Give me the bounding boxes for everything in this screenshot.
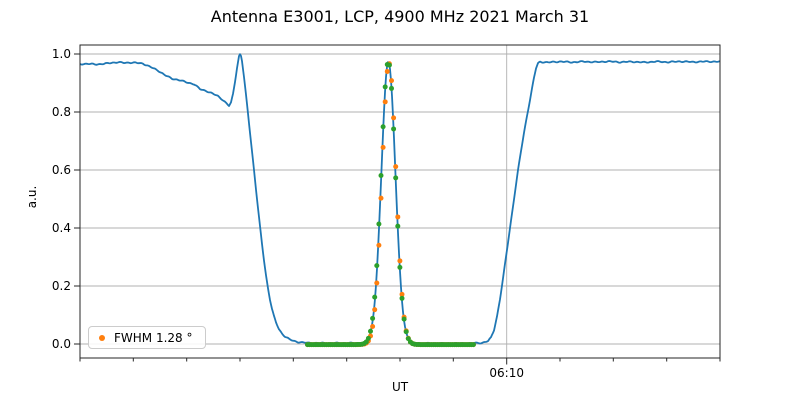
measured-point	[391, 115, 397, 121]
fit-point	[376, 221, 382, 227]
x-tick-label: 06:10	[489, 366, 524, 380]
fit-point	[393, 175, 399, 181]
fit-point	[399, 295, 405, 301]
fit-point	[401, 316, 407, 322]
measured-point	[389, 78, 394, 84]
measured-point	[380, 144, 386, 150]
y-tick-label: 0.6	[52, 163, 71, 177]
x-axis-label: UT	[391, 380, 409, 394]
y-tick-label: 1.0	[52, 47, 71, 61]
measured-point	[395, 214, 401, 220]
y-tick-label: 0.4	[52, 221, 71, 235]
y-tick-label: 0.0	[52, 337, 71, 351]
fit-point	[403, 329, 409, 335]
fit-point	[370, 315, 376, 321]
plot-border	[79, 44, 721, 359]
legend-label: FWHM 1.28 °	[114, 330, 193, 345]
fit-point	[386, 62, 392, 68]
measured-point	[370, 324, 376, 329]
measured-point	[393, 164, 399, 170]
measured-point	[397, 258, 403, 264]
fit-point	[365, 335, 371, 341]
y-tick-label: 0.8	[52, 105, 71, 119]
fit-point	[372, 294, 378, 300]
fit-point	[380, 124, 386, 130]
legend-box: FWHM 1.28 °	[88, 326, 206, 349]
chart-title: Antenna E3001, LCP, 4900 MHz 2021 March …	[210, 7, 590, 26]
fit-point	[382, 84, 388, 90]
fit-point	[378, 172, 384, 178]
measured-point	[378, 195, 384, 201]
fit-point	[389, 85, 394, 91]
measured-point	[399, 291, 405, 297]
y-tick-label: 0.2	[52, 279, 71, 293]
fit-point	[391, 126, 397, 132]
drift-scan-line	[79, 53, 721, 345]
fit-point	[395, 223, 401, 229]
measured-point	[372, 307, 378, 313]
legend-marker-icon	[99, 334, 105, 341]
fit-point	[397, 264, 403, 270]
fit-point	[374, 263, 380, 269]
measured-point	[376, 242, 382, 248]
fit-point	[368, 328, 373, 334]
measured-point	[384, 68, 390, 74]
measured-point	[382, 99, 388, 105]
y-axis-label: a.u.	[25, 185, 39, 209]
measured-point	[374, 280, 380, 286]
fit-point	[470, 342, 476, 348]
